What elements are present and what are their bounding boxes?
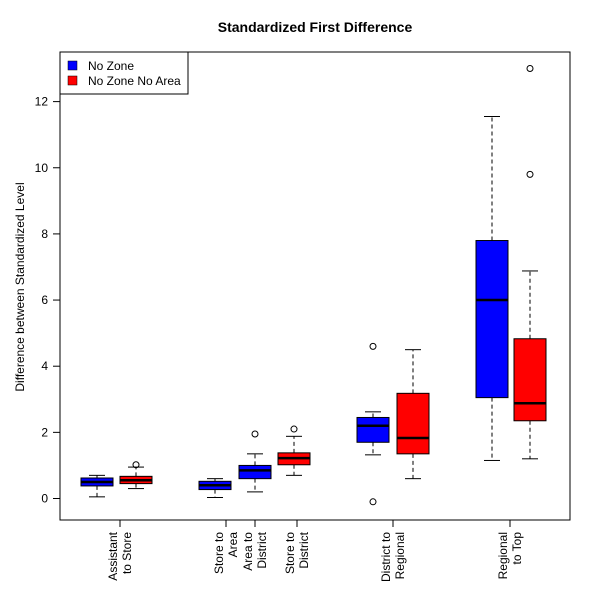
x-tick-label-line: District (255, 531, 269, 568)
y-tick-label: 8 (41, 227, 48, 241)
outlier-point (369, 498, 377, 506)
x-tick-label-line: Area to (241, 532, 255, 571)
outlier-point (526, 65, 534, 73)
x-tick-label-line: District to (379, 532, 393, 582)
legend-swatch (67, 60, 78, 71)
box-body (475, 240, 509, 399)
box-no-zone-no-area (277, 425, 311, 476)
x-tick-label-line: Regional (496, 532, 510, 579)
outlier-point (132, 461, 140, 469)
chart-title: Standardized First Difference (218, 19, 413, 35)
legend-box (59, 51, 189, 95)
x-tick-label: Store to District (283, 531, 311, 574)
y-axis: 0 2 4 6 8 10 12 (35, 95, 61, 506)
x-tick-label: Area to District (241, 531, 269, 570)
x-tick-label: Regional to Top (496, 532, 524, 580)
box-no-zone (198, 478, 232, 499)
x-tick-label-line: Regional (393, 532, 407, 579)
box-no-zone-no-area (513, 65, 547, 460)
box-no-zone (475, 115, 509, 461)
outlier-point (526, 170, 534, 178)
x-tick-label: Store to Area (212, 532, 240, 574)
y-tick-label: 12 (35, 95, 49, 109)
x-tick-label: District to Regional (379, 532, 407, 582)
x-tick-label-line: Store to (283, 532, 297, 574)
outlier-point (251, 430, 259, 438)
x-tick-label: Assistant to Store (106, 531, 134, 580)
x-tick-label-line: Store to (212, 532, 226, 574)
box-no-zone (356, 342, 390, 506)
y-tick-label: 0 (41, 492, 48, 506)
y-tick-label: 4 (41, 359, 48, 373)
y-tick-label: 10 (35, 161, 49, 175)
box-body (513, 338, 547, 422)
box-no-zone-no-area (119, 461, 153, 490)
y-axis-label: Difference between Standardized Level (13, 182, 27, 391)
legend-label: No Zone (88, 59, 134, 73)
box-body (238, 464, 272, 480)
legend-swatch (67, 75, 78, 86)
box-no-zone-no-area (396, 349, 430, 480)
x-tick-label-line: to Top (510, 532, 524, 565)
y-tick-label: 2 (41, 425, 48, 439)
outlier-point (369, 342, 377, 350)
box-body (356, 416, 390, 443)
box-body (396, 392, 430, 455)
x-tick-label-line: Assistant (106, 531, 120, 580)
box-no-zone (238, 430, 272, 493)
x-tick-label-line: to Store (120, 532, 134, 574)
boxes (80, 65, 547, 506)
x-tick-label-line: Area (226, 532, 240, 558)
box-no-zone (80, 474, 114, 498)
legend-label: No Zone No Area (88, 74, 181, 88)
x-axis: Assistant to Store Store to Area Area to Dist… (106, 519, 524, 582)
outlier-point (290, 425, 298, 433)
x-tick-label-line: District (297, 531, 311, 568)
y-tick-label: 6 (41, 293, 48, 307)
